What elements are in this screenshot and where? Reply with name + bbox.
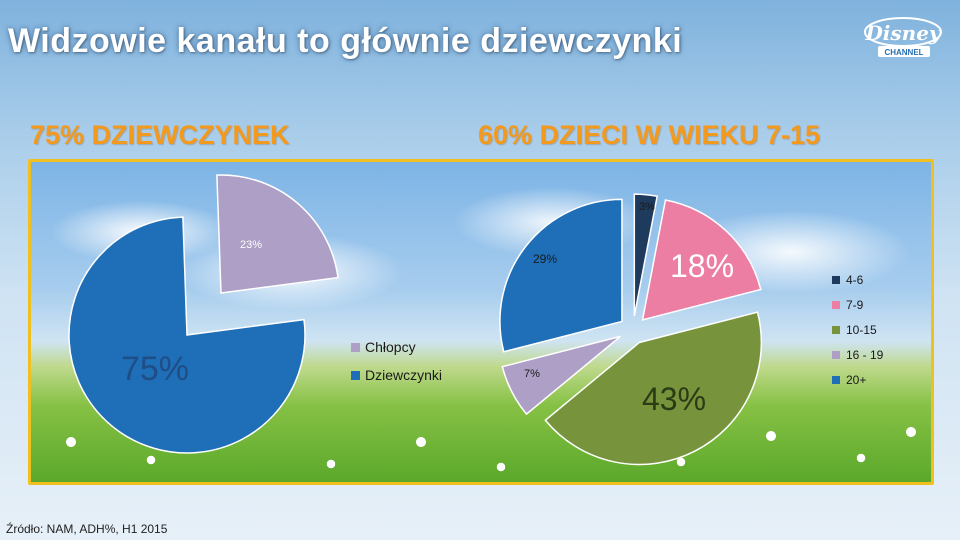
pie2-legend-swatch-7-9 xyxy=(832,301,840,309)
pie2-legend-swatch-20 xyxy=(832,376,840,384)
pie1-label-dziewczynki: 75% xyxy=(121,350,189,388)
disney-channel-logo: Disney CHANNEL xyxy=(864,17,942,57)
pie2-slice-4-6 xyxy=(633,193,659,317)
pie2-slice-10-15 xyxy=(544,311,763,466)
pie2-legend-label-7-9: 7-9 xyxy=(846,298,864,312)
headline-girls: 75% DZIEWCZYNEK xyxy=(30,120,290,150)
svg-text:CHANNEL: CHANNEL xyxy=(884,48,923,57)
pie2-legend-swatch-4-6 xyxy=(832,276,840,284)
pie1-legend-swatch-ch-opcy xyxy=(351,343,360,352)
source-note: Źródło: NAM, ADH%, H1 2015 xyxy=(6,522,168,536)
pie2-label-10-15: 43% xyxy=(642,381,706,417)
slide-title: Widzowie kanału to głównie dziewczynki xyxy=(8,22,683,60)
pie2-legend-label-4-6: 4-6 xyxy=(846,273,864,287)
pie2-slice-7-9 xyxy=(641,199,762,321)
pie2-legend-label-16-19: 16 - 19 xyxy=(846,348,884,362)
pie2-slice-16-19 xyxy=(501,335,622,416)
pie2-label-16-19: 7% xyxy=(524,368,540,380)
pie1-slice-ch-opcy xyxy=(216,174,339,294)
pie1-label-ch-opcy: 23% xyxy=(240,239,262,251)
pie1-legend-swatch-dziewczynki xyxy=(351,371,360,380)
pie1-legend-label-dziewczynki: Dziewczynki xyxy=(365,367,442,383)
pie2-legend-label-10-15: 10-15 xyxy=(846,323,877,337)
pie2-label-7-9: 18% xyxy=(670,248,734,284)
pie2-legend-label-20: 20+ xyxy=(846,373,866,387)
pie1-legend-label-ch-opcy: Chłopcy xyxy=(365,339,416,355)
headline-age: 60% DZIECI W WIEKU 7-15 xyxy=(478,120,821,150)
pie2-label-4-6: 3% xyxy=(639,201,655,213)
pie2-legend-swatch-16-19 xyxy=(832,351,840,359)
svg-text:Disney: Disney xyxy=(864,21,941,45)
pie2-legend-swatch-10-15 xyxy=(832,326,840,334)
pie2-label-20: 29% xyxy=(533,252,557,266)
pie2-slice-20 xyxy=(499,198,623,353)
pie1-slice-dziewczynki xyxy=(68,216,306,454)
